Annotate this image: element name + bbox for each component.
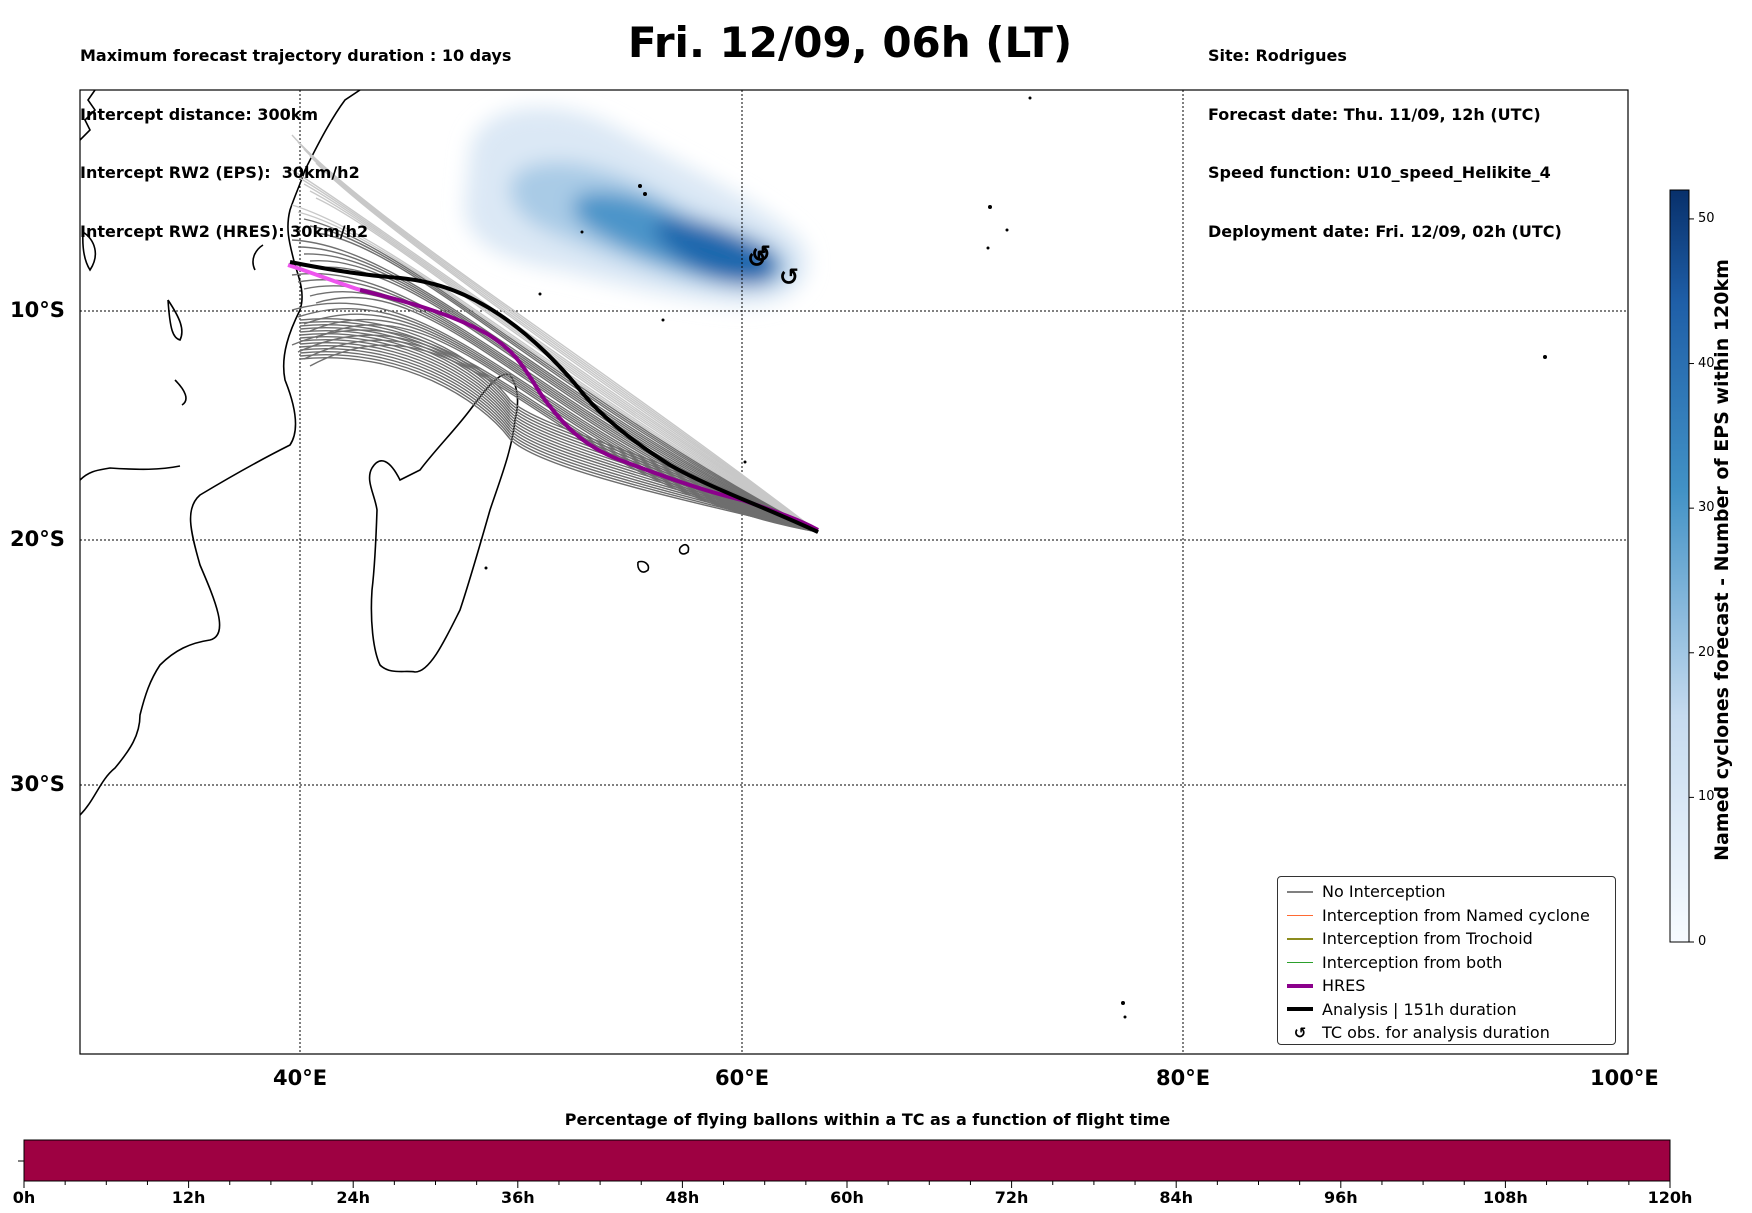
lat-label: 30°S	[10, 772, 65, 796]
legend-item: Interception from Trochoid	[1278, 927, 1615, 951]
ensemble-track	[299, 351, 819, 533]
ensemble-track	[299, 345, 819, 533]
lat-label: 20°S	[10, 527, 65, 551]
ensemble-track	[315, 197, 819, 533]
timebar-tick-label: 24h	[336, 1188, 371, 1207]
lat-label: 10°S	[10, 298, 65, 322]
ensemble-track	[303, 218, 819, 533]
flight-time-bar	[18, 1139, 1671, 1188]
ensemble-track	[309, 225, 819, 533]
header-line: Intercept RW2 (HRES): 30km/h2	[80, 221, 369, 241]
ensemble-track	[303, 183, 819, 533]
ensemble-track	[299, 357, 819, 533]
timebar-tick-label: 120h	[1647, 1188, 1693, 1207]
colorbar-title: Named cyclones forecast - Number of EPS …	[1711, 259, 1733, 861]
ensemble-track	[299, 324, 819, 533]
ensemble-track	[299, 348, 819, 533]
legend-label: TC obs. for analysis duration	[1322, 1023, 1550, 1043]
ensemble-track	[299, 339, 819, 533]
tc-symbol-icon: ↺	[1293, 1023, 1307, 1042]
ensemble-track	[299, 327, 819, 533]
legend-label: Interception from Trochoid	[1322, 929, 1533, 949]
header-line: Speed function: U10_speed_Helikite_4	[1208, 163, 1551, 182]
ensemble-track	[309, 190, 819, 533]
ensemble-track	[297, 211, 819, 533]
timebar-tick-label: 60h	[830, 1188, 864, 1207]
header-line: Deployment date: Fri. 12/09, 02h (UTC)	[1208, 221, 1562, 241]
timebar-tick-label: 0h	[12, 1188, 36, 1207]
legend-label: Analysis | 151h duration	[1322, 999, 1517, 1019]
legend-label: Interception from both	[1322, 952, 1503, 972]
colorbar-tick-label: 30	[1698, 500, 1715, 516]
legend-item: No Interception	[1278, 880, 1615, 904]
colorbar-tick-label: 50	[1698, 210, 1715, 226]
timebar-tick-label: 36h	[500, 1188, 535, 1207]
header-line: Intercept RW2 (EPS): 30km/h2	[80, 163, 360, 182]
legend-item: ↺ TC obs. for analysis duration	[1278, 1021, 1615, 1045]
svg-text:↺: ↺	[747, 245, 767, 273]
eps-density-field	[464, 107, 808, 305]
legend-item: Analysis | 151h duration	[1278, 998, 1615, 1022]
timebar-title: Percentage of flying ballons within a TC…	[564, 1110, 1171, 1129]
figure-title: Fri. 12/09, 06h (LT)	[627, 18, 1073, 67]
ensemble-track	[291, 239, 819, 533]
map-area: ↺ ↺ ↺	[80, 90, 1628, 1054]
colorbar-tick-label: 0	[1698, 934, 1707, 949]
lon-label: 60°E	[715, 1066, 770, 1090]
lon-label: 80°E	[1156, 1066, 1211, 1090]
header-parameters: Maximum forecast trajectory duration : 1…	[80, 7, 511, 261]
small-islands	[484, 96, 1547, 1019]
colorbar-tick-label: 10	[1698, 789, 1715, 805]
lon-label: 100°E	[1590, 1066, 1659, 1090]
timebar-tick-label: 72h	[994, 1188, 1029, 1207]
svg-text:↺: ↺	[751, 240, 771, 268]
legend-item: HRES	[1278, 974, 1615, 998]
colorbar-tick-label: 40	[1698, 355, 1715, 371]
timebar-tick-label: 84h	[1159, 1188, 1194, 1207]
timebar-tick-label: 108h	[1482, 1188, 1528, 1207]
ensemble-track	[315, 162, 819, 533]
header-site-info: Site: Rodrigues Forecast date: Thu. 11/0…	[1208, 7, 1562, 261]
legend-item: Interception from both	[1278, 951, 1615, 975]
ensemble-track	[299, 354, 819, 533]
ensemble-track	[297, 141, 819, 533]
gridlines	[80, 90, 1628, 1054]
header-line: Forecast date: Thu. 11/09, 12h (UTC)	[1208, 104, 1541, 124]
colorbar-tick-label: 20	[1698, 644, 1715, 660]
legend-item: Interception from Named cyclone	[1278, 904, 1615, 928]
ensemble-track	[291, 204, 819, 533]
colorbar	[1669, 189, 1694, 943]
legend: No Interception Interception from Named …	[1277, 876, 1616, 1045]
timebar-tick-label: 48h	[665, 1188, 700, 1207]
timebar-tick-label: 12h	[171, 1188, 206, 1207]
analysis-trajectory	[289, 260, 819, 534]
map-frame	[79, 89, 1629, 1055]
lon-label: 40°E	[273, 1066, 328, 1090]
ensemble-track	[291, 134, 819, 533]
header-line: Site: Rodrigues	[1208, 46, 1347, 65]
tc-observation-symbols: ↺ ↺ ↺	[747, 240, 799, 291]
header-line: Maximum forecast trajectory duration : 1…	[80, 46, 512, 65]
timebar-tick-label: 96h	[1323, 1188, 1358, 1207]
ensemble-track	[299, 336, 819, 533]
svg-text:↺: ↺	[779, 263, 799, 291]
ensemble-track	[303, 148, 819, 533]
legend-label: Interception from Named cyclone	[1322, 905, 1590, 925]
ensemble-track	[315, 232, 819, 533]
ensemble-track	[309, 155, 819, 533]
legend-label: No Interception	[1322, 882, 1446, 902]
hres-trajectory	[287, 263, 361, 292]
coastlines	[80, 90, 690, 816]
header-line: Intercept distance: 300km	[80, 104, 319, 124]
legend-label: HRES	[1322, 976, 1366, 996]
ensemble-track	[299, 342, 819, 533]
